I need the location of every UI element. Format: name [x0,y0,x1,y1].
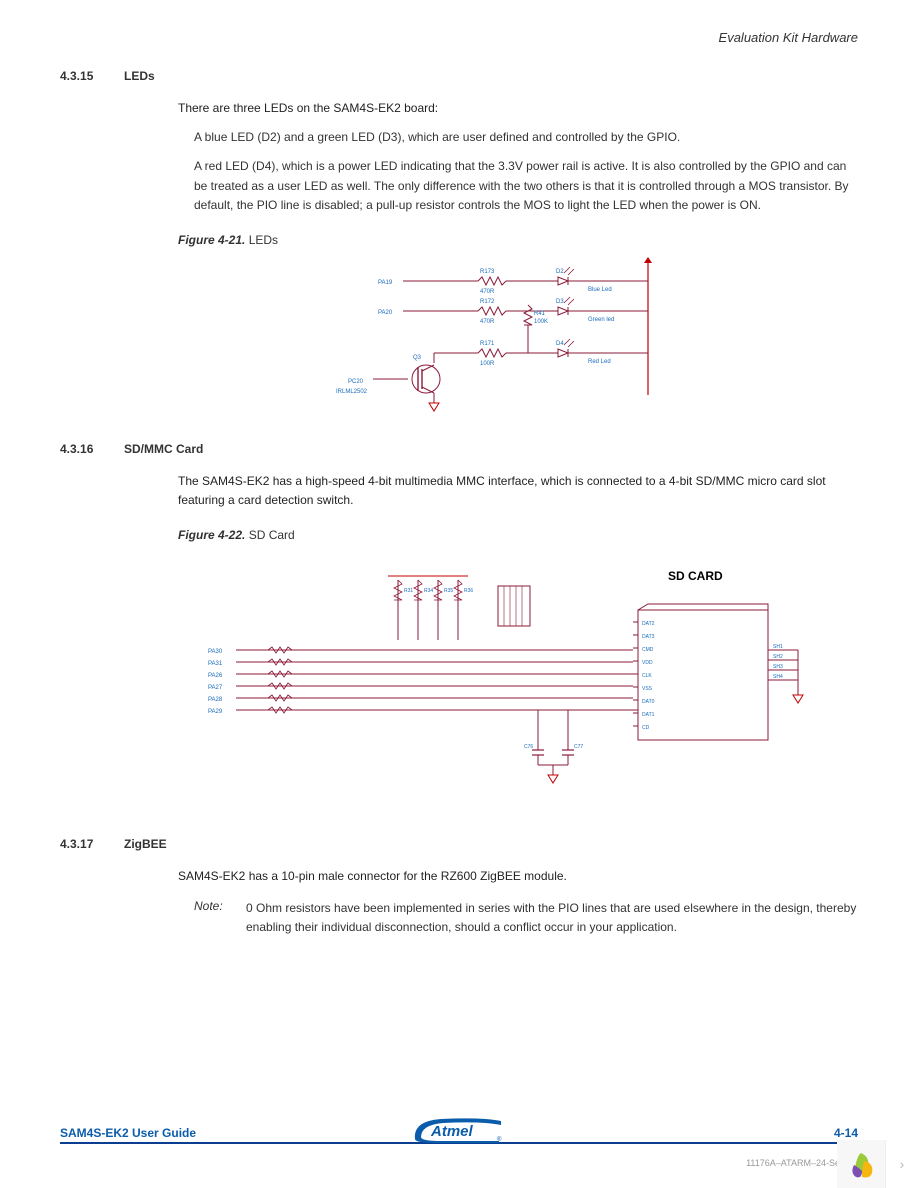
atmel-logo: Atmel ® [411,1111,507,1148]
svg-text:®: ® [497,1136,502,1143]
svg-text:PA27: PA27 [208,685,223,691]
svg-text:PA20: PA20 [378,310,393,316]
svg-text:Red Led: Red Led [588,359,611,365]
corner-widget: › [837,1140,918,1188]
svg-text:DAT0: DAT0 [642,699,655,705]
svg-text:C77: C77 [574,744,583,750]
note-label: Note: [194,899,246,937]
svg-text:PA28: PA28 [208,697,223,703]
corner-logo-icon [837,1140,885,1188]
section-title-zigbee: ZigBEE [124,837,167,851]
page-header-right: Evaluation Kit Hardware [60,30,858,45]
svg-text:D4: D4 [556,341,564,347]
svg-text:R31: R31 [404,588,413,594]
fig-4-21-schematic: PA19 R173 470R D2 Blue Led PA20 R172 470R D3 Gree… [178,255,858,418]
section-num-zigbee: 4.3.17 [60,837,124,851]
svg-text:100K: 100K [534,319,548,325]
svg-text:R172: R172 [480,299,495,305]
section-leds: 4.3.15 LEDs There are three LEDs on the … [60,69,858,418]
section-num-leds: 4.3.15 [60,69,124,83]
svg-text:DAT1: DAT1 [642,712,655,718]
svg-text:R34: R34 [424,588,433,594]
svg-text:SH1: SH1 [773,644,783,650]
svg-text:Q3: Q3 [413,355,422,361]
leds-intro: There are three LEDs on the SAM4S-EK2 bo… [178,99,858,118]
svg-text:PA29: PA29 [208,709,223,715]
zigbee-note: Note: 0 Ohm resistors have been implemen… [194,899,858,937]
footer-page-num: 4-14 [834,1126,858,1140]
svg-text:VDD: VDD [642,660,653,666]
svg-text:100R: 100R [480,361,495,367]
page-footer: SAM4S-EK2 User Guide Atmel ® 4-14 [60,1104,858,1144]
svg-text:Green led: Green led [588,317,614,323]
section-zigbee: 4.3.17 ZigBEE SAM4S-EK2 has a 10-pin mal… [60,837,858,937]
svg-text:SH2: SH2 [773,654,783,660]
leds-bullet1: A blue LED (D2) and a green LED (D3), wh… [194,128,858,147]
svg-text:470R: 470R [480,319,495,325]
svg-text:R41: R41 [534,311,546,317]
svg-text:CD: CD [642,725,650,731]
svg-text:CLK: CLK [642,673,652,679]
fig-4-22-caption: Figure 4-22. SD Card [178,528,858,542]
svg-text:Atmel: Atmel [430,1123,474,1140]
fig-4-21-num: Figure 4-21. [178,233,245,247]
svg-text:DAT3: DAT3 [642,634,655,640]
svg-text:R173: R173 [480,269,495,275]
footer-guide-title: SAM4S-EK2 User Guide [60,1126,196,1140]
svg-text:PA26: PA26 [208,673,223,679]
fig-4-22-schematic: SD CARD DAT2 DAT3 CMD VDD CLK VSS DAT0 DAT1 CD S… [178,550,858,813]
section-title-leds: LEDs [124,69,155,83]
section-sdmmc: 4.3.16 SD/MMC Card The SAM4S-EK2 has a h… [60,442,858,813]
fig-4-22-title: SD Card [249,528,295,542]
section-num-sdmmc: 4.3.16 [60,442,124,456]
note-text: 0 Ohm resistors have been implemented in… [246,899,858,937]
fig-4-21-caption: Figure 4-21. LEDs [178,233,858,247]
svg-text:D2: D2 [556,269,564,275]
svg-text:Blue Led: Blue Led [588,287,612,293]
svg-text:IRLML2502: IRLML2502 [336,389,368,395]
svg-text:PA31: PA31 [208,661,223,667]
svg-text:R171: R171 [480,341,495,347]
leds-bullet2: A red LED (D4), which is a power LED ind… [194,157,858,215]
svg-text:PA19: PA19 [378,280,393,286]
svg-text:CMD: CMD [642,647,654,653]
section-title-sdmmc: SD/MMC Card [124,442,203,456]
svg-text:R36: R36 [464,588,473,594]
corner-next-icon[interactable]: › [885,1140,918,1188]
sdmmc-intro: The SAM4S-EK2 has a high-speed 4-bit mul… [178,472,858,510]
fig-4-21-title: LEDs [249,233,278,247]
svg-text:SD CARD: SD CARD [668,569,723,583]
svg-text:PC20: PC20 [348,379,364,385]
svg-text:DAT2: DAT2 [642,621,655,627]
svg-text:D3: D3 [556,299,564,305]
svg-text:SH3: SH3 [773,664,783,670]
svg-text:SH4: SH4 [773,674,783,680]
zigbee-intro: SAM4S-EK2 has a 10-pin male connector fo… [178,867,858,886]
fig-4-22-num: Figure 4-22. [178,528,245,542]
svg-text:PA30: PA30 [208,649,223,655]
svg-text:VSS: VSS [642,686,653,692]
svg-text:470R: 470R [480,289,495,295]
svg-text:R35: R35 [444,588,453,594]
svg-text:C76: C76 [524,744,533,750]
